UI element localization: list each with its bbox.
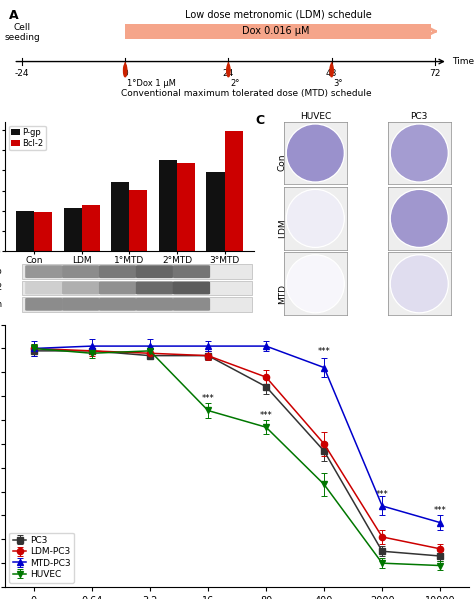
Text: ***: *** — [260, 411, 273, 420]
Bar — [22, 281, 252, 295]
Text: Dox 0.016 μM: Dox 0.016 μM — [242, 26, 310, 37]
Text: Cell
seeding: Cell seeding — [4, 23, 40, 42]
FancyBboxPatch shape — [173, 298, 210, 311]
Circle shape — [288, 256, 343, 311]
Circle shape — [392, 256, 447, 311]
Y-axis label: LDM: LDM — [278, 219, 287, 238]
Polygon shape — [124, 62, 127, 71]
Bar — [129, 190, 147, 252]
FancyBboxPatch shape — [62, 298, 100, 311]
Circle shape — [288, 125, 343, 181]
FancyBboxPatch shape — [125, 24, 430, 39]
Text: ***: *** — [201, 394, 214, 403]
Bar — [159, 160, 177, 252]
Circle shape — [286, 189, 344, 247]
Polygon shape — [227, 62, 229, 71]
Bar — [82, 205, 100, 252]
FancyBboxPatch shape — [136, 265, 173, 278]
Text: β-actin: β-actin — [0, 300, 2, 308]
Text: ***: *** — [376, 490, 389, 499]
Text: Time (h): Time (h) — [452, 57, 474, 66]
Bar — [207, 173, 225, 252]
FancyBboxPatch shape — [25, 282, 63, 294]
FancyBboxPatch shape — [173, 282, 210, 294]
Text: A: A — [9, 9, 18, 22]
Y-axis label: MTD: MTD — [278, 284, 287, 304]
FancyBboxPatch shape — [25, 298, 63, 311]
Text: 3°: 3° — [334, 78, 343, 87]
Circle shape — [391, 189, 448, 247]
FancyBboxPatch shape — [62, 265, 100, 278]
Text: 72: 72 — [429, 69, 440, 78]
Circle shape — [286, 124, 344, 182]
Bar — [22, 265, 252, 279]
FancyBboxPatch shape — [99, 265, 137, 278]
FancyBboxPatch shape — [173, 265, 210, 278]
FancyBboxPatch shape — [99, 298, 137, 311]
Text: Low dose metronomic (LDM) schedule: Low dose metronomic (LDM) schedule — [185, 9, 372, 19]
Text: 1°Dox 1 μM: 1°Dox 1 μM — [128, 78, 176, 87]
Circle shape — [391, 124, 448, 182]
Title: PC3: PC3 — [410, 113, 428, 122]
Circle shape — [286, 255, 344, 313]
Legend: P-gp, Bcl-2: P-gp, Bcl-2 — [9, 126, 46, 150]
Circle shape — [330, 64, 333, 77]
Text: -24: -24 — [15, 69, 29, 78]
FancyBboxPatch shape — [136, 282, 173, 294]
Text: Bcl-2: Bcl-2 — [0, 283, 2, 292]
FancyBboxPatch shape — [136, 298, 173, 311]
Text: ***: *** — [318, 347, 330, 356]
FancyBboxPatch shape — [25, 265, 63, 278]
FancyBboxPatch shape — [99, 282, 137, 294]
Text: 2°: 2° — [230, 78, 240, 87]
Text: C: C — [255, 114, 264, 127]
Bar — [225, 131, 243, 252]
Bar — [16, 211, 34, 252]
Text: Conventional maximum tolerated dose (MTD) schedule: Conventional maximum tolerated dose (MTD… — [121, 89, 372, 98]
Text: 48: 48 — [326, 69, 337, 78]
Circle shape — [124, 64, 127, 77]
Text: 0: 0 — [122, 69, 128, 78]
Circle shape — [391, 255, 448, 313]
Text: P-gp: P-gp — [0, 267, 2, 276]
Circle shape — [392, 190, 447, 246]
Circle shape — [288, 190, 343, 246]
Bar — [177, 163, 195, 252]
Polygon shape — [330, 62, 333, 71]
Bar — [22, 297, 252, 311]
FancyBboxPatch shape — [62, 282, 100, 294]
Bar — [34, 211, 52, 252]
Bar — [111, 183, 129, 252]
Bar — [64, 208, 82, 252]
Y-axis label: Con: Con — [278, 153, 287, 171]
Title: HUVEC: HUVEC — [300, 113, 331, 122]
Text: 24: 24 — [223, 69, 234, 78]
Circle shape — [227, 64, 230, 77]
Text: ***: *** — [434, 507, 447, 516]
Circle shape — [392, 125, 447, 181]
Legend: PC3, LDM-PC3, MTD-PC3, HUVEC: PC3, LDM-PC3, MTD-PC3, HUVEC — [9, 533, 74, 582]
